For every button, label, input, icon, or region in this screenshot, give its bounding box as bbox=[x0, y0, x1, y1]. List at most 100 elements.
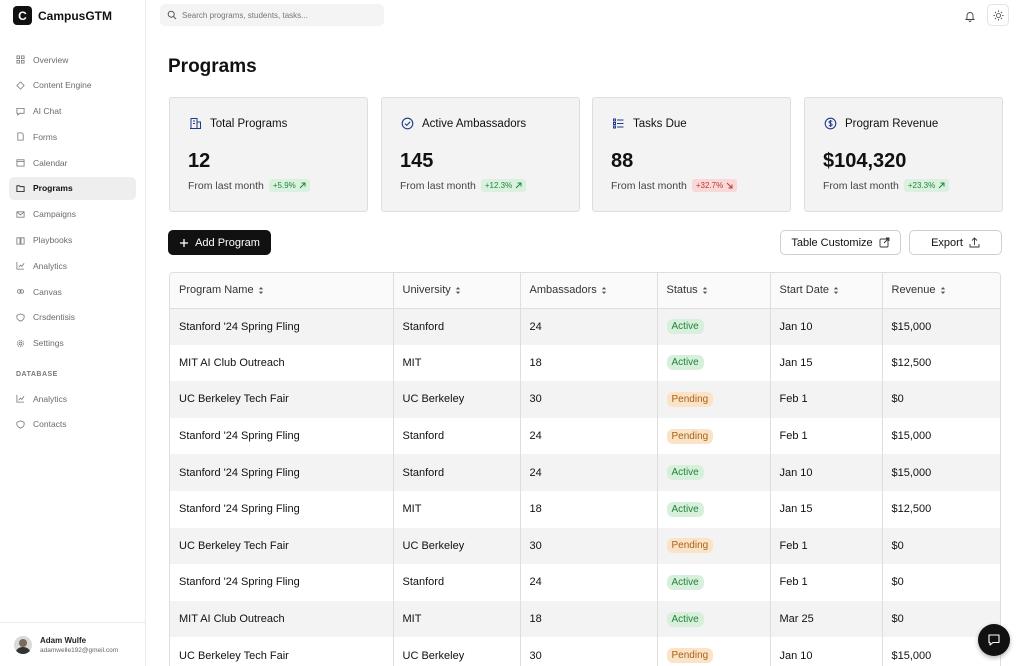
calendar-icon bbox=[16, 158, 25, 167]
search-bar[interactable] bbox=[160, 4, 384, 26]
table-row[interactable]: Stanford '24 Spring Fling MIT 18 Active Jan … bbox=[170, 490, 1000, 528]
sort-icon[interactable] bbox=[455, 286, 461, 295]
table-row[interactable]: UC Berkeley Tech Fair UC Berkeley 30 Pendin… bbox=[170, 381, 1000, 418]
folder-icon bbox=[16, 184, 25, 193]
bell-icon[interactable] bbox=[964, 9, 976, 22]
column-header-ambassadors[interactable]: Ambassadors bbox=[520, 273, 658, 309]
column-header-status[interactable]: Status bbox=[657, 273, 771, 309]
revenue-cell: $12,500 bbox=[882, 490, 1000, 528]
shield-icon bbox=[16, 313, 25, 322]
sidebar-item-analytics[interactable]: Analytics bbox=[9, 254, 136, 277]
status-badge: Active bbox=[666, 501, 704, 517]
diamond-icon bbox=[16, 81, 25, 90]
sidebar-item-calendar[interactable]: Calendar bbox=[9, 151, 136, 174]
stat-card-value: 88 bbox=[611, 150, 634, 172]
sidebar-item-canvas[interactable]: Canvas bbox=[9, 280, 136, 303]
sidebar-item-analytics[interactable]: Analytics bbox=[9, 387, 136, 410]
column-header-start-date[interactable]: Start Date bbox=[770, 273, 883, 309]
add-program-button[interactable]: Add Program bbox=[168, 230, 271, 255]
revenue-cell: $15,000 bbox=[882, 308, 1000, 345]
ambassadors-cell: 30 bbox=[520, 527, 658, 565]
delta-value: +23.3% bbox=[907, 181, 936, 190]
sort-icon[interactable] bbox=[940, 286, 946, 295]
brand-logo: C bbox=[13, 6, 32, 25]
column-header-program-name[interactable]: Program Name bbox=[170, 273, 394, 309]
sidebar-item-programs[interactable]: Programs bbox=[9, 176, 136, 200]
sidebar-item-playbooks[interactable]: Playbooks bbox=[9, 229, 136, 252]
table-row[interactable]: MIT AI Club Outreach MIT 18 Active Mar 25 $0 bbox=[170, 600, 1000, 638]
column-header-label: Status bbox=[666, 284, 698, 297]
sidebar-item-overview[interactable]: Overview bbox=[9, 48, 136, 71]
university-cell: MIT bbox=[393, 600, 521, 638]
status-cell: Pending bbox=[657, 637, 771, 666]
program-name-cell: Stanford '24 Spring Fling bbox=[170, 564, 394, 601]
add-program-label: Add Program bbox=[195, 236, 260, 249]
sidebar-item-label: Forms bbox=[33, 131, 58, 142]
stat-card-active-ambassadors: Active Ambassadors 145 From last month +12.… bbox=[381, 97, 580, 212]
ambassadors-cell: 24 bbox=[520, 454, 658, 491]
revenue-cell: $15,000 bbox=[882, 417, 1000, 455]
chart-icon bbox=[16, 261, 25, 270]
table-row[interactable]: Stanford '24 Spring Fling Stanford 24 Activ… bbox=[170, 308, 1000, 345]
sort-icon[interactable] bbox=[258, 286, 264, 295]
export-button[interactable]: Export bbox=[909, 230, 1002, 255]
university-cell: Stanford bbox=[393, 454, 521, 491]
sort-icon[interactable] bbox=[833, 286, 839, 295]
table-row[interactable]: Stanford '24 Spring Fling Stanford 24 Activ… bbox=[170, 454, 1000, 491]
sidebar-item-contacts[interactable]: Contacts bbox=[9, 413, 136, 436]
status-cell: Pending bbox=[657, 381, 771, 418]
table-row[interactable]: MIT AI Club Outreach MIT 18 Active Jan 15 $12… bbox=[170, 344, 1000, 382]
program-name-cell: Stanford '24 Spring Fling bbox=[170, 454, 394, 491]
programs-table: Program Name University Ambassadors Status S… bbox=[169, 272, 1001, 666]
delta-badge: +5.9% bbox=[268, 179, 310, 192]
table-row[interactable]: UC Berkeley Tech Fair UC Berkeley 30 Pendin… bbox=[170, 527, 1000, 565]
sort-icon[interactable] bbox=[702, 286, 708, 295]
table-row[interactable]: UC Berkeley Tech Fair UC Berkeley 30 Pendin… bbox=[170, 637, 1000, 666]
sidebar-item-forms[interactable]: Forms bbox=[9, 125, 136, 148]
sidebar-item-label: Contacts bbox=[33, 419, 67, 430]
start-date-cell: Mar 25 bbox=[770, 600, 883, 638]
chart-icon bbox=[16, 394, 25, 403]
arrow-up-right-icon bbox=[515, 182, 522, 189]
table-row[interactable]: Stanford '24 Spring Fling Stanford 24 Activ… bbox=[170, 564, 1000, 601]
user-email: adamwelle192@gmeil.com bbox=[40, 646, 119, 654]
sort-icon[interactable] bbox=[601, 286, 607, 295]
link-icon bbox=[16, 287, 25, 296]
table-customize-label: Table Customize bbox=[791, 236, 873, 249]
start-date-cell: Jan 10 bbox=[770, 308, 883, 345]
delta-badge: +12.3% bbox=[480, 179, 527, 192]
column-header-university[interactable]: University bbox=[393, 273, 521, 309]
university-cell: Stanford bbox=[393, 564, 521, 601]
status-cell: Active bbox=[657, 454, 771, 491]
table-customize-button[interactable]: Table Customize bbox=[780, 230, 901, 255]
stat-card-value: 12 bbox=[188, 150, 211, 172]
user-name: Adam Wulfe bbox=[40, 635, 87, 645]
brand[interactable]: C CampusGTM bbox=[13, 6, 112, 25]
status-cell: Pending bbox=[657, 417, 771, 455]
table-row[interactable]: Stanford '24 Spring Fling Stanford 24 Pendi… bbox=[170, 417, 1000, 455]
stat-card-value: $104,320 bbox=[823, 150, 907, 172]
sidebar-item-content-engine[interactable]: Content Engine bbox=[9, 74, 136, 97]
user-profile[interactable]: Adam Wulfe adamwelle192@gmeil.com bbox=[0, 622, 146, 666]
dollar-icon bbox=[824, 117, 837, 130]
ambassadors-cell: 30 bbox=[520, 637, 658, 666]
search-input[interactable] bbox=[182, 10, 372, 20]
mail-icon bbox=[16, 210, 25, 219]
status-cell: Active bbox=[657, 344, 771, 382]
chat-button[interactable] bbox=[978, 624, 1010, 656]
brand-name: CampusGTM bbox=[38, 8, 113, 23]
sidebar-item-settings[interactable]: Settings bbox=[9, 332, 136, 355]
program-name-cell: Stanford '24 Spring Fling bbox=[170, 490, 394, 528]
sidebar-item-campaigns[interactable]: Campaigns bbox=[9, 203, 136, 226]
sidebar-item-ai-chat[interactable]: AI Chat bbox=[9, 100, 136, 123]
sidebar-item-label: Playbooks bbox=[33, 235, 73, 246]
sidebar-item-label: Programs bbox=[33, 183, 73, 194]
sidebar-item-label: AI Chat bbox=[33, 106, 62, 117]
column-header-revenue[interactable]: Revenue bbox=[882, 273, 1000, 309]
status-badge: Active bbox=[666, 465, 704, 481]
sidebar-item-crsdentisis[interactable]: Crsdentisis bbox=[9, 306, 136, 329]
gear-icon bbox=[16, 339, 25, 348]
stat-card-tasks-due: Tasks Due 88 From last month +32.7% bbox=[592, 97, 791, 212]
theme-toggle-button[interactable] bbox=[987, 4, 1009, 26]
university-cell: UC Berkeley bbox=[393, 527, 521, 565]
